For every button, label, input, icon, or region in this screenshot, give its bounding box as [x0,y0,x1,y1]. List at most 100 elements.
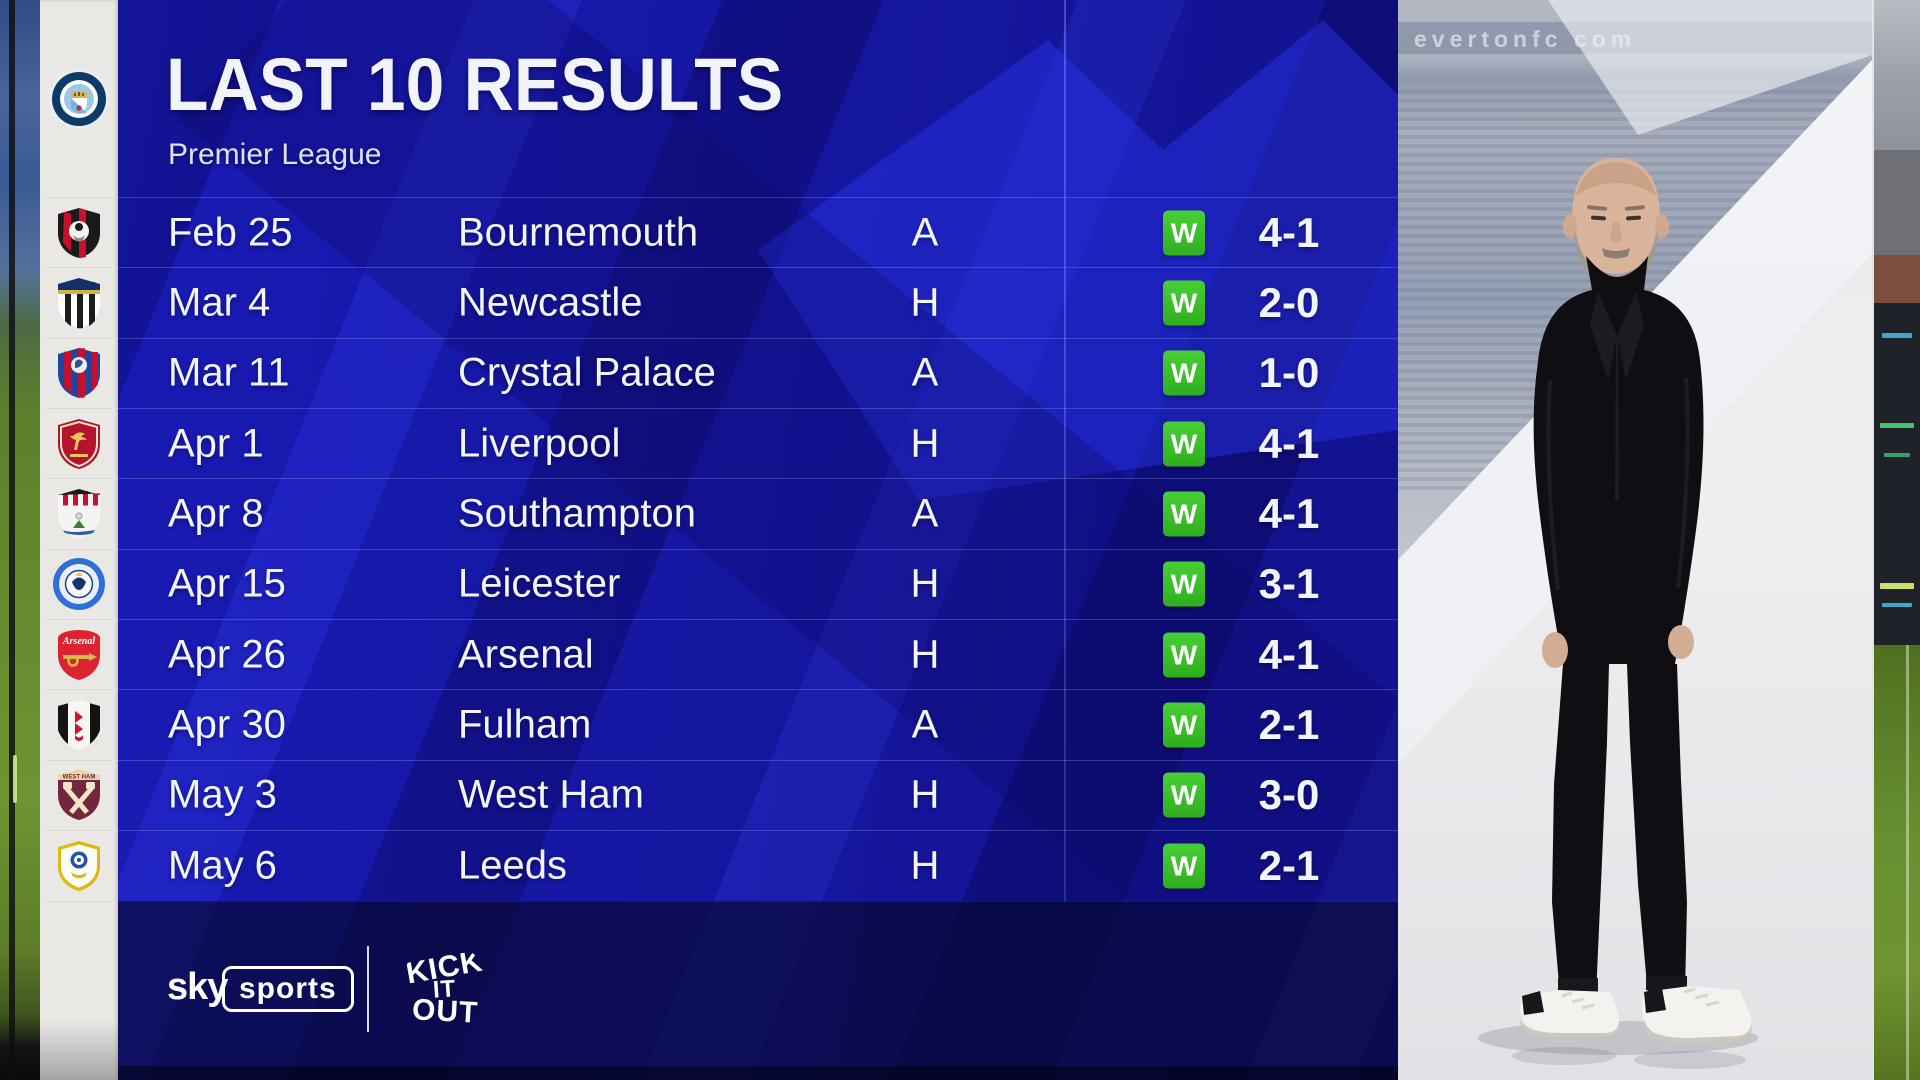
newcastle-badge-icon [51,275,107,331]
match-score: 2-1 [1258,842,1320,889]
liverpool-badge-icon [51,416,107,472]
sky-sports-logo: sports [222,966,354,1012]
opponent-name: Crystal Palace [458,350,716,395]
venue-indicator: A [911,210,939,255]
result-row: Apr 8 Southampton A W 4-1 [118,479,1398,549]
match-score: 1-0 [1258,349,1320,396]
stand-wall [1874,150,1920,255]
strip-divider [46,760,112,761]
opponent-name: Leicester [458,561,621,606]
match-date: May 3 [168,772,277,817]
opponent-name: West Ham [458,772,644,817]
pitch-highlight [13,755,17,803]
venue-indicator: H [910,632,940,677]
match-date: Apr 8 [168,491,264,536]
win-badge: W [1163,210,1205,256]
opponent-name: Bournemouth [458,210,699,255]
result-row: Apr 30 Fulham A W 2-1 [118,690,1398,760]
scoreboard-text-glow [1880,583,1914,589]
manager-figure [1478,158,1758,1069]
goal-post [9,0,15,1080]
venue-indicator: H [910,280,940,325]
venue-indicator: A [911,702,939,747]
svg-text:WEST HAM: WEST HAM [63,775,96,781]
result-row: Mar 11 Crystal Palace A W 1-0 [118,338,1398,408]
strip-divider [46,478,112,479]
strip-divider [46,619,112,620]
match-date: Mar 4 [168,280,271,325]
strip-divider [46,338,112,339]
row-divider [118,689,1398,690]
result-row: Feb 25 Bournemouth A W 4-1 [118,198,1398,268]
win-badge: W [1163,843,1205,889]
match-score: 4-1 [1258,420,1320,467]
team-badge-strip: Arsenal WEST HAM [40,0,118,1080]
crystal-palace-badge-icon [51,345,107,401]
match-date: May 6 [168,843,277,888]
row-divider [118,197,1398,198]
strip-divider [46,267,112,268]
result-row: Apr 26 Arsenal H W 4-1 [118,620,1398,690]
venue-indicator: H [910,843,940,888]
scoreboard-text-glow [1882,603,1912,607]
scoreboard-text-glow [1884,453,1910,457]
match-score: 4-1 [1258,490,1320,537]
match-date: Apr 26 [168,632,286,677]
match-date: Apr 15 [168,561,286,606]
win-badge: W [1163,772,1205,818]
row-divider [118,619,1398,620]
opponent-name: Newcastle [458,280,643,325]
match-date: Mar 11 [168,350,290,395]
row-divider [118,760,1398,761]
southampton-badge-icon [51,486,107,542]
opponent-name: Southampton [458,491,696,536]
win-badge: W [1163,702,1205,748]
opponent-name: Liverpool [458,421,621,466]
competition-subtitle: Premier League [168,138,382,171]
win-badge: W [1163,280,1205,326]
stadium-background-left [0,0,40,1080]
row-divider [118,408,1398,409]
manager-photo-area: evertonfc com [1398,0,1872,1080]
strip-divider [46,408,112,409]
win-badge: W [1163,421,1205,467]
venue-indicator: A [911,350,939,395]
row-divider [118,267,1398,268]
result-row: Mar 4 Newcastle H W 2-0 [118,268,1398,338]
match-date: Apr 30 [168,702,286,747]
pitch-line [1906,645,1909,1080]
match-score: 3-1 [1258,560,1320,607]
win-badge: W [1163,491,1205,537]
leeds-badge-icon [51,838,107,894]
kick-it-out-text: OUT [411,993,480,1030]
strip-divider [46,830,112,831]
manchester-city-badge-icon [48,68,110,130]
scoreboard-text-glow [1880,423,1914,428]
match-score: 4-1 [1258,631,1320,678]
frame-divider-line [1872,0,1874,1080]
stadium-background-right [1872,0,1920,1080]
leicester-badge-icon [51,556,107,612]
venue-indicator: H [910,561,940,606]
scoreboard [1874,303,1920,645]
svg-text:Arsenal: Arsenal [62,636,95,647]
logo-separator [367,946,369,1032]
west-ham-badge-icon: WEST HAM [51,767,107,823]
row-divider [118,338,1398,339]
win-badge: W [1163,561,1205,607]
match-score: 3-0 [1258,771,1320,818]
footer-shade [118,901,1398,1080]
match-score: 2-0 [1258,279,1320,326]
result-row: May 3 West Ham H W 3-0 [118,760,1398,830]
result-row: Apr 15 Leicester H W 3-1 [118,549,1398,619]
strip-divider [46,197,112,198]
venue-indicator: H [910,421,940,466]
stand-roof [1874,255,1920,303]
result-row: Apr 1 Liverpool H W 4-1 [118,409,1398,479]
win-badge: W [1163,632,1205,678]
arsenal-badge-icon: Arsenal [51,627,107,683]
stand-upper [1874,0,1920,150]
pitch-right [1874,645,1920,1080]
venue-indicator: H [910,772,940,817]
